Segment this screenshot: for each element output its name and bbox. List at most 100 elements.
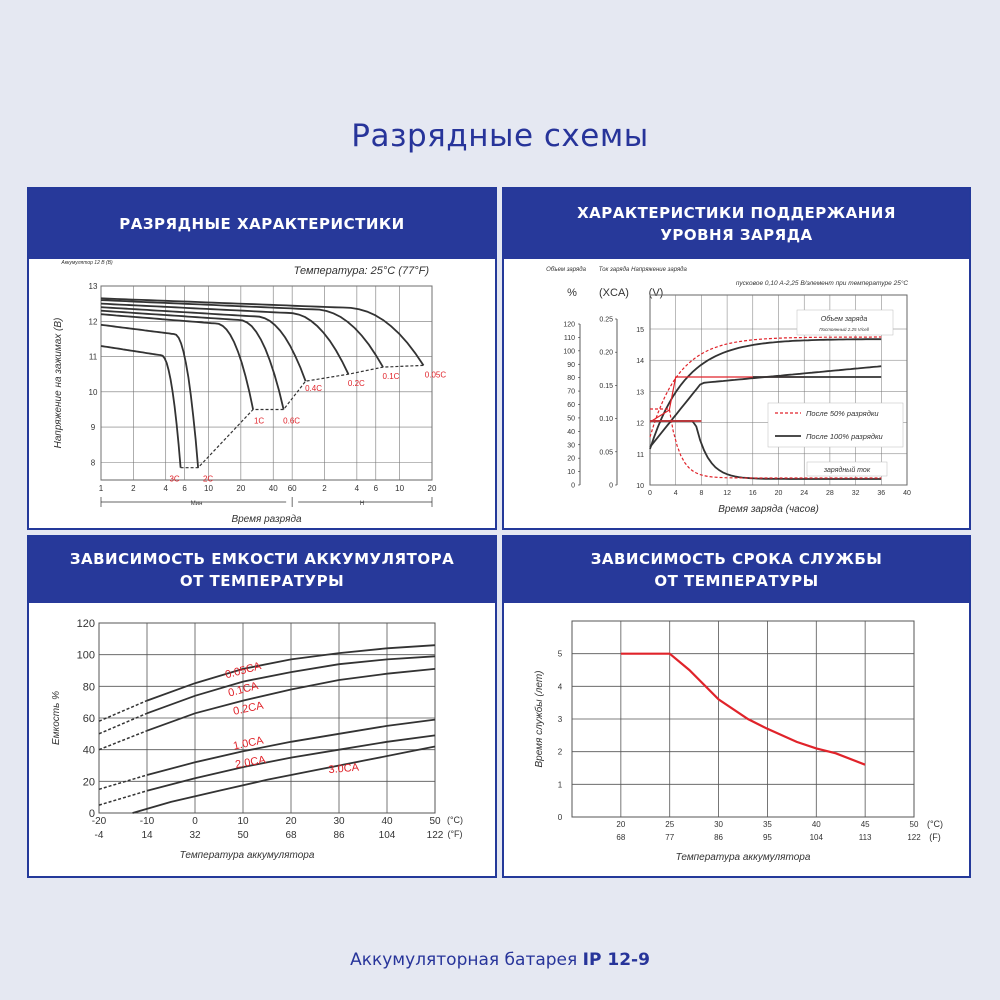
discharge-curve-0.2C [100, 302, 350, 375]
capacity-temp-chart: -20 -4 -10 14 0 32 10 50 20 68 30 86 40 104 50 122 120 10… [51, 618, 463, 861]
discharge-title: РАЗРЯДНЫЕ ХАРАКТЕРИСТИКИ [29, 189, 495, 259]
float-capacity-tick: 70 [567, 389, 575, 396]
discharge-label-0.6C: 0.6C [283, 416, 300, 425]
discharge-x-tick: 20 [428, 484, 437, 493]
discharge-y-tick: 8 [91, 458, 96, 467]
float-voltage-50 [649, 376, 805, 423]
float-capacity-tick: 0 [571, 483, 575, 490]
float-axis2-name: Ток заряда [599, 267, 630, 273]
capacity-temp-title: ЗАВИСИМОСТЬ ЕМКОСТИ АККУМУЛЯТОРА ОТ ТЕМП… [29, 537, 495, 603]
discharge-x-tick: 10 [204, 484, 213, 493]
float-legend-50: После 50% разрядки [806, 409, 879, 418]
float-capacity-tick: 50 [567, 415, 575, 422]
discharge-curve-0.1C [100, 299, 384, 368]
capacity-title-line2: ОТ ТЕМПЕРАТУРЫ [179, 572, 345, 590]
float-voltage-tick: 14 [636, 358, 644, 365]
discharge-y-tick: 12 [89, 317, 98, 326]
life-x-tick-c: 35 [763, 820, 772, 829]
discharge-x-tick: 10 [395, 484, 404, 493]
discharge-label-3C: 3C [169, 475, 179, 484]
float-x-tick: 20 [775, 490, 783, 497]
discharge-curve-1C [100, 313, 254, 410]
capacity-temp-panel: ЗАВИСИМОСТЬ ЕМКОСТИ АККУМУЛЯТОРА ОТ ТЕМП… [27, 535, 497, 878]
float-capacity-label: Объем заряда [821, 315, 868, 323]
capacity-y-tick: 40 [83, 745, 95, 757]
float-legend-box [767, 402, 904, 448]
discharge-curve-0.6C [100, 309, 285, 410]
life-curve [620, 652, 866, 766]
float-axis1-unit: % [567, 287, 577, 299]
float-panel: ХАРАКТЕРИСТИКИ ПОДДЕРЖАНИЯ УРОВНЯ ЗАРЯДА… [502, 187, 971, 530]
float-note: пусковое 0,10 А-2,25 В/элемент при темпе… [736, 279, 909, 287]
capacity-x-tick-c: 0 [192, 816, 198, 827]
float-chart: Объем заряда% Ток заряда (XCA) Напряжение з… [546, 267, 911, 515]
life-x-tick-c: 20 [616, 820, 625, 829]
footer: Аккумуляторная батарея IP 12-9 [0, 950, 1000, 970]
life-y-tick: 2 [558, 748, 563, 757]
life-x-label: Температура аккумулятора [676, 852, 811, 863]
capacity-x-label: Температура аккумулятора [180, 850, 315, 861]
float-x-tick: 36 [877, 490, 885, 497]
discharge-hour-label: Н [360, 501, 364, 507]
discharge-x-tick: 40 [269, 484, 278, 493]
capacity-x-tick-c: -20 [92, 816, 107, 827]
float-x-tick: 0 [648, 490, 652, 497]
discharge-curve-0.4C [100, 306, 307, 382]
life-y-tick: 5 [558, 650, 563, 659]
float-voltage-tick: 13 [636, 389, 644, 396]
float-const-label: Постоянный 2.25 V/cell [819, 326, 870, 332]
float-x-tick: 28 [826, 490, 834, 497]
capacity-x-tick-c: 10 [237, 816, 249, 827]
life-y-tick: 1 [558, 780, 563, 789]
capacity-label-2.0CA: 2.0CA [234, 754, 267, 771]
float-capacity-tick: 100 [563, 348, 575, 355]
float-capacity-50 [649, 336, 882, 438]
capacity-y-tick: 0 [89, 808, 95, 820]
life-y-tick: 3 [558, 715, 563, 724]
float-current-tick: 0.15 [599, 383, 613, 390]
capacity-x-tick-f: 104 [379, 830, 396, 841]
life-y-tick: 0 [558, 813, 563, 822]
capacity-curve-1.0CA [146, 718, 436, 776]
life-x-tick-c: 40 [812, 820, 821, 829]
discharge-x-tick: 4 [163, 484, 168, 493]
life-title-line1: ЗАВИСИМОСТЬ СРОКА СЛУЖБЫ [590, 550, 883, 568]
discharge-x-tick: 2 [322, 484, 327, 493]
page-title: Разрядные схемы [351, 118, 649, 154]
life-temp-chart: 20 68 25 77 30 86 35 95 40 104 45 113 50 122 5 4 3 2 1 0 (°C… [533, 620, 943, 863]
capacity-x-tick-f: 122 [427, 830, 444, 841]
capacity-x-tick-f: 50 [237, 830, 249, 841]
float-capacity-tick: 80 [567, 375, 575, 382]
float-x-tick: 24 [800, 490, 808, 497]
float-axis1-name: Объем заряда [546, 267, 586, 273]
discharge-x-tick: 60 [288, 484, 297, 493]
float-current-tick: 0.05 [599, 449, 613, 456]
capacity-y-label: Емкость % [51, 691, 62, 745]
capacity-curve-0.1CA [146, 655, 436, 715]
capacity-unit-c: (°C) [447, 815, 463, 825]
life-y-tick: 4 [558, 682, 563, 691]
capacity-x-tick-f: 86 [333, 830, 345, 841]
float-current-label-box [806, 461, 888, 477]
life-x-tick-f: 95 [763, 833, 772, 842]
float-capacity-tick: 90 [567, 362, 575, 369]
discharge-subtitle: Температура: 25°C (77°F) [294, 265, 430, 277]
discharge-label-0.05C: 0.05C [425, 370, 447, 379]
float-axis2-unit: (XCA) [599, 287, 629, 299]
float-capacity-tick: 60 [567, 402, 575, 409]
capacity-x-tick-f: 32 [189, 830, 201, 841]
discharge-plot-frame [100, 285, 433, 481]
float-voltage-tick: 15 [636, 327, 644, 334]
capacity-x-tick-c: 50 [429, 816, 441, 827]
capacity-y-tick: 100 [77, 650, 95, 662]
capacity-curve-dashed-0.1CA [98, 712, 148, 735]
discharge-x-tick: 20 [236, 484, 245, 493]
capacity-curve-0.05CA [146, 644, 436, 702]
float-capacity-tick: 10 [567, 469, 575, 476]
life-unit-f: (F) [929, 832, 941, 842]
discharge-x-tick: 6 [182, 484, 187, 493]
capacity-label-0.1CA: 0.1CA [227, 680, 260, 700]
footer-model: IP 12-9 [582, 950, 650, 970]
life-x-tick-c: 45 [861, 820, 870, 829]
